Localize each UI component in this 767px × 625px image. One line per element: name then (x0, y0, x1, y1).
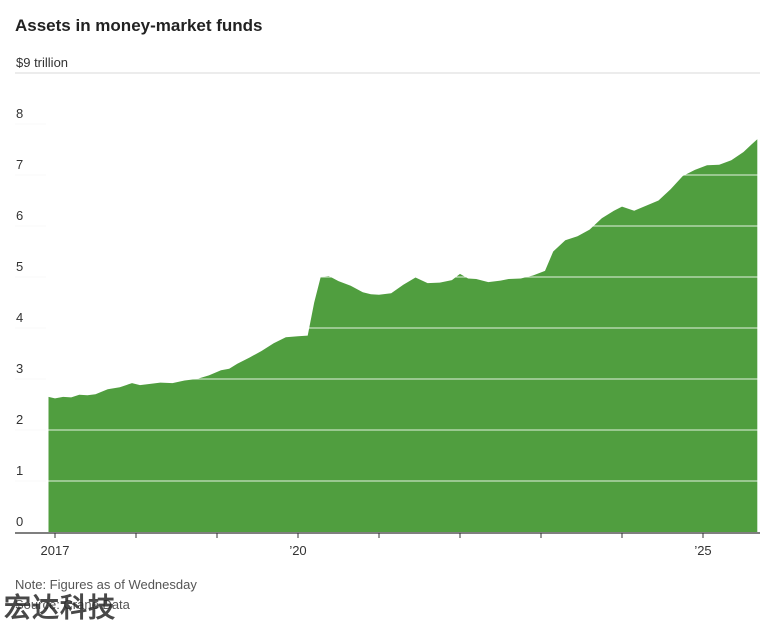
y-tick-label-8: 8 (16, 106, 23, 121)
x-tick-label-2020: ’20 (289, 543, 306, 558)
y-tick-label-1: 1 (16, 463, 23, 478)
x-tick-label-2025: ’25 (694, 543, 711, 558)
area-series-fill (48, 139, 758, 533)
y-tick-label-7: 7 (16, 157, 23, 172)
y-tick-label-2: 2 (16, 412, 23, 427)
y-axis-labels: 0 1 2 3 4 5 6 7 8 $9 trillion (16, 55, 68, 529)
chart-source: Source: Crane Data (15, 597, 130, 612)
y-tick-label-5: 5 (16, 259, 23, 274)
area-series (15, 72, 760, 533)
y-tick-label-3: 3 (16, 361, 23, 376)
watermark-logo: 宏达科技 (4, 593, 116, 624)
y-tick-label-4: 4 (16, 310, 23, 325)
chart-note: Note: Figures as of Wednesday (15, 577, 197, 592)
chart-title: Assets in money-market funds (15, 16, 263, 35)
grid-lines (15, 123, 46, 482)
y-tick-label-6: 6 (16, 208, 23, 223)
y-tick-label-9: $9 trillion (16, 55, 68, 70)
x-axis: 2017 ’20 ’25 (15, 532, 760, 558)
x-tick-label-2017: 2017 (41, 543, 70, 558)
y-tick-label-0: 0 (16, 514, 23, 529)
